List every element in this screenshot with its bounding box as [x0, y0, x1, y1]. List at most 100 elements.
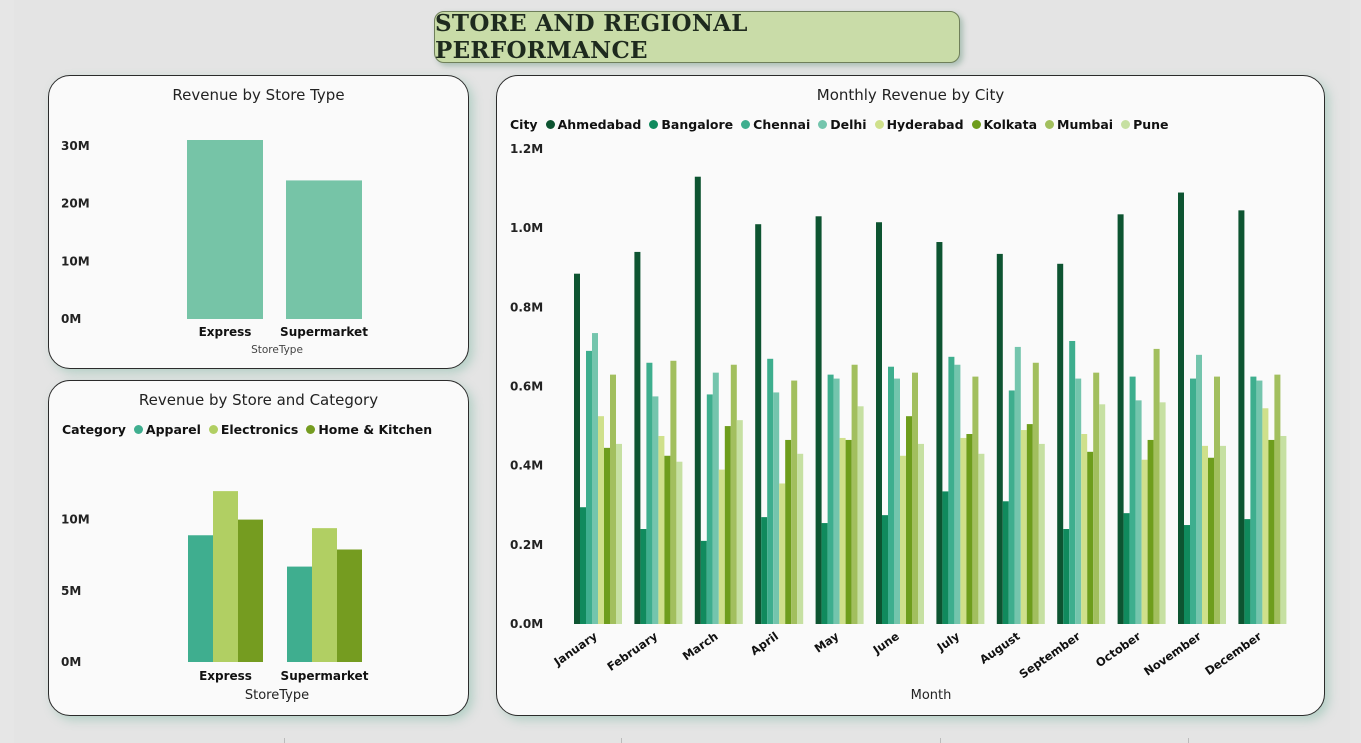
bar: [1238, 210, 1245, 624]
bar: [670, 360, 677, 624]
bar: [1159, 402, 1166, 624]
legend-label: Home & Kitchen: [318, 422, 433, 437]
bar: [586, 350, 592, 624]
bar: [187, 140, 263, 319]
legend-item-mumbai[interactable]: Mumbai: [1045, 117, 1113, 132]
bar: [942, 491, 949, 624]
bar: [312, 528, 337, 662]
y-tick-label: 0.0M: [510, 617, 543, 631]
legend-label: Mumbai: [1057, 117, 1114, 132]
bar: [1032, 362, 1039, 624]
store-category-chart: 0M 5M 10M Express Supermarket StoreType: [61, 491, 369, 703]
x-tick-label: July: [934, 629, 963, 655]
x-tick-label: November: [1141, 629, 1204, 679]
legend-item-hyderabad[interactable]: Hyderabad: [874, 117, 964, 132]
bar: [1214, 376, 1220, 624]
bar: [791, 380, 798, 624]
y-tick-label: 20M: [61, 197, 90, 211]
divider: [284, 738, 285, 743]
y-tick-label: 30M: [61, 139, 90, 153]
bar: [1093, 372, 1100, 624]
divider: [621, 738, 622, 743]
bar: [1099, 404, 1106, 624]
bar: [918, 443, 924, 624]
legend-item-pune[interactable]: Pune: [1121, 117, 1169, 132]
bar: [1002, 501, 1009, 624]
legend-dot-icon: [1121, 120, 1131, 129]
bar: [646, 362, 653, 624]
bar: [894, 378, 900, 624]
y-tick-label: 1.2M: [510, 142, 543, 156]
bar: [1153, 348, 1160, 624]
bar: [700, 540, 707, 624]
bar: [827, 374, 834, 624]
bar: [1256, 380, 1263, 624]
bar: [610, 374, 616, 624]
y-tick-label: 1.0M: [510, 221, 543, 235]
divider: [940, 738, 941, 743]
bar: [1014, 346, 1021, 624]
bar: [286, 180, 362, 319]
store-category-chart-title: Revenue by Store and Category: [138, 391, 379, 409]
bar: [857, 406, 864, 624]
bar: [287, 566, 312, 662]
legend-dot-icon: [741, 120, 751, 129]
legend-label: Hyderabad: [886, 117, 964, 132]
bar: [1020, 430, 1027, 624]
x-tick-label: September: [1016, 629, 1083, 682]
y-tick-label: 10M: [61, 254, 90, 268]
x-axis-label: Month: [911, 688, 952, 703]
bar: [936, 242, 943, 625]
bar: [821, 523, 828, 624]
bar: [755, 224, 762, 625]
bar: [1244, 519, 1251, 624]
legend-item-chennai[interactable]: Chennai: [741, 117, 810, 132]
legend-item-apparel[interactable]: Apparel: [133, 422, 201, 437]
legend-dot-icon: [133, 425, 143, 434]
bar: [833, 378, 840, 624]
legend-item-electronics[interactable]: Electronics: [208, 422, 298, 437]
legend-dot-icon: [545, 120, 555, 129]
bar: [604, 447, 610, 624]
legend-dot-icon: [818, 120, 828, 129]
x-tick-label: April: [748, 629, 781, 658]
y-tick-label: 10M: [61, 513, 90, 527]
y-tick-label: 0M: [61, 655, 81, 669]
bar: [1063, 529, 1070, 624]
store-type-card[interactable]: Revenue by Store Type 0M 10M 20M 30M Express…: [48, 75, 469, 369]
bar: [906, 416, 912, 624]
bar: [337, 549, 362, 662]
bar: [580, 507, 586, 624]
bar: [948, 356, 955, 624]
bar: [188, 535, 213, 662]
x-tick-label: March: [680, 629, 721, 663]
legend-label: Pune: [1133, 117, 1169, 132]
bar: [718, 469, 725, 624]
legend-item-delhi[interactable]: Delhi: [818, 117, 867, 132]
bar: [779, 483, 786, 624]
legend-item-home-kitchen[interactable]: Home & Kitchen: [306, 422, 432, 437]
bar: [978, 453, 985, 624]
bar: [592, 333, 598, 624]
store-category-card[interactable]: Revenue by Store and Category Category A…: [48, 380, 469, 716]
bar: [664, 455, 671, 624]
bar: [652, 396, 659, 624]
bar: [1280, 435, 1287, 624]
monthly-city-card[interactable]: Monthly Revenue by City City Ahmedabad B…: [496, 75, 1325, 716]
bar: [851, 364, 858, 624]
legend-label: Chennai: [753, 117, 811, 132]
legend-label: Apparel: [145, 422, 201, 437]
bar: [1087, 451, 1094, 624]
y-tick-label: 0.6M: [510, 380, 543, 394]
legend-item-ahmedabad[interactable]: Ahmedabad: [545, 117, 641, 132]
bar: [1250, 376, 1257, 624]
legend-dot-icon: [1045, 120, 1055, 129]
legend-item-bangalore[interactable]: Bangalore: [649, 117, 733, 132]
legend-item-kolkata[interactable]: Kolkata: [971, 117, 1038, 132]
bar: [1268, 439, 1275, 624]
store-type-chart-title: Revenue by Store Type: [172, 86, 345, 104]
y-tick-label: 5M: [61, 584, 81, 598]
legend-label: Kolkata: [983, 117, 1038, 132]
legend-label: Bangalore: [661, 117, 734, 132]
x-tick-label: Express: [199, 669, 252, 683]
